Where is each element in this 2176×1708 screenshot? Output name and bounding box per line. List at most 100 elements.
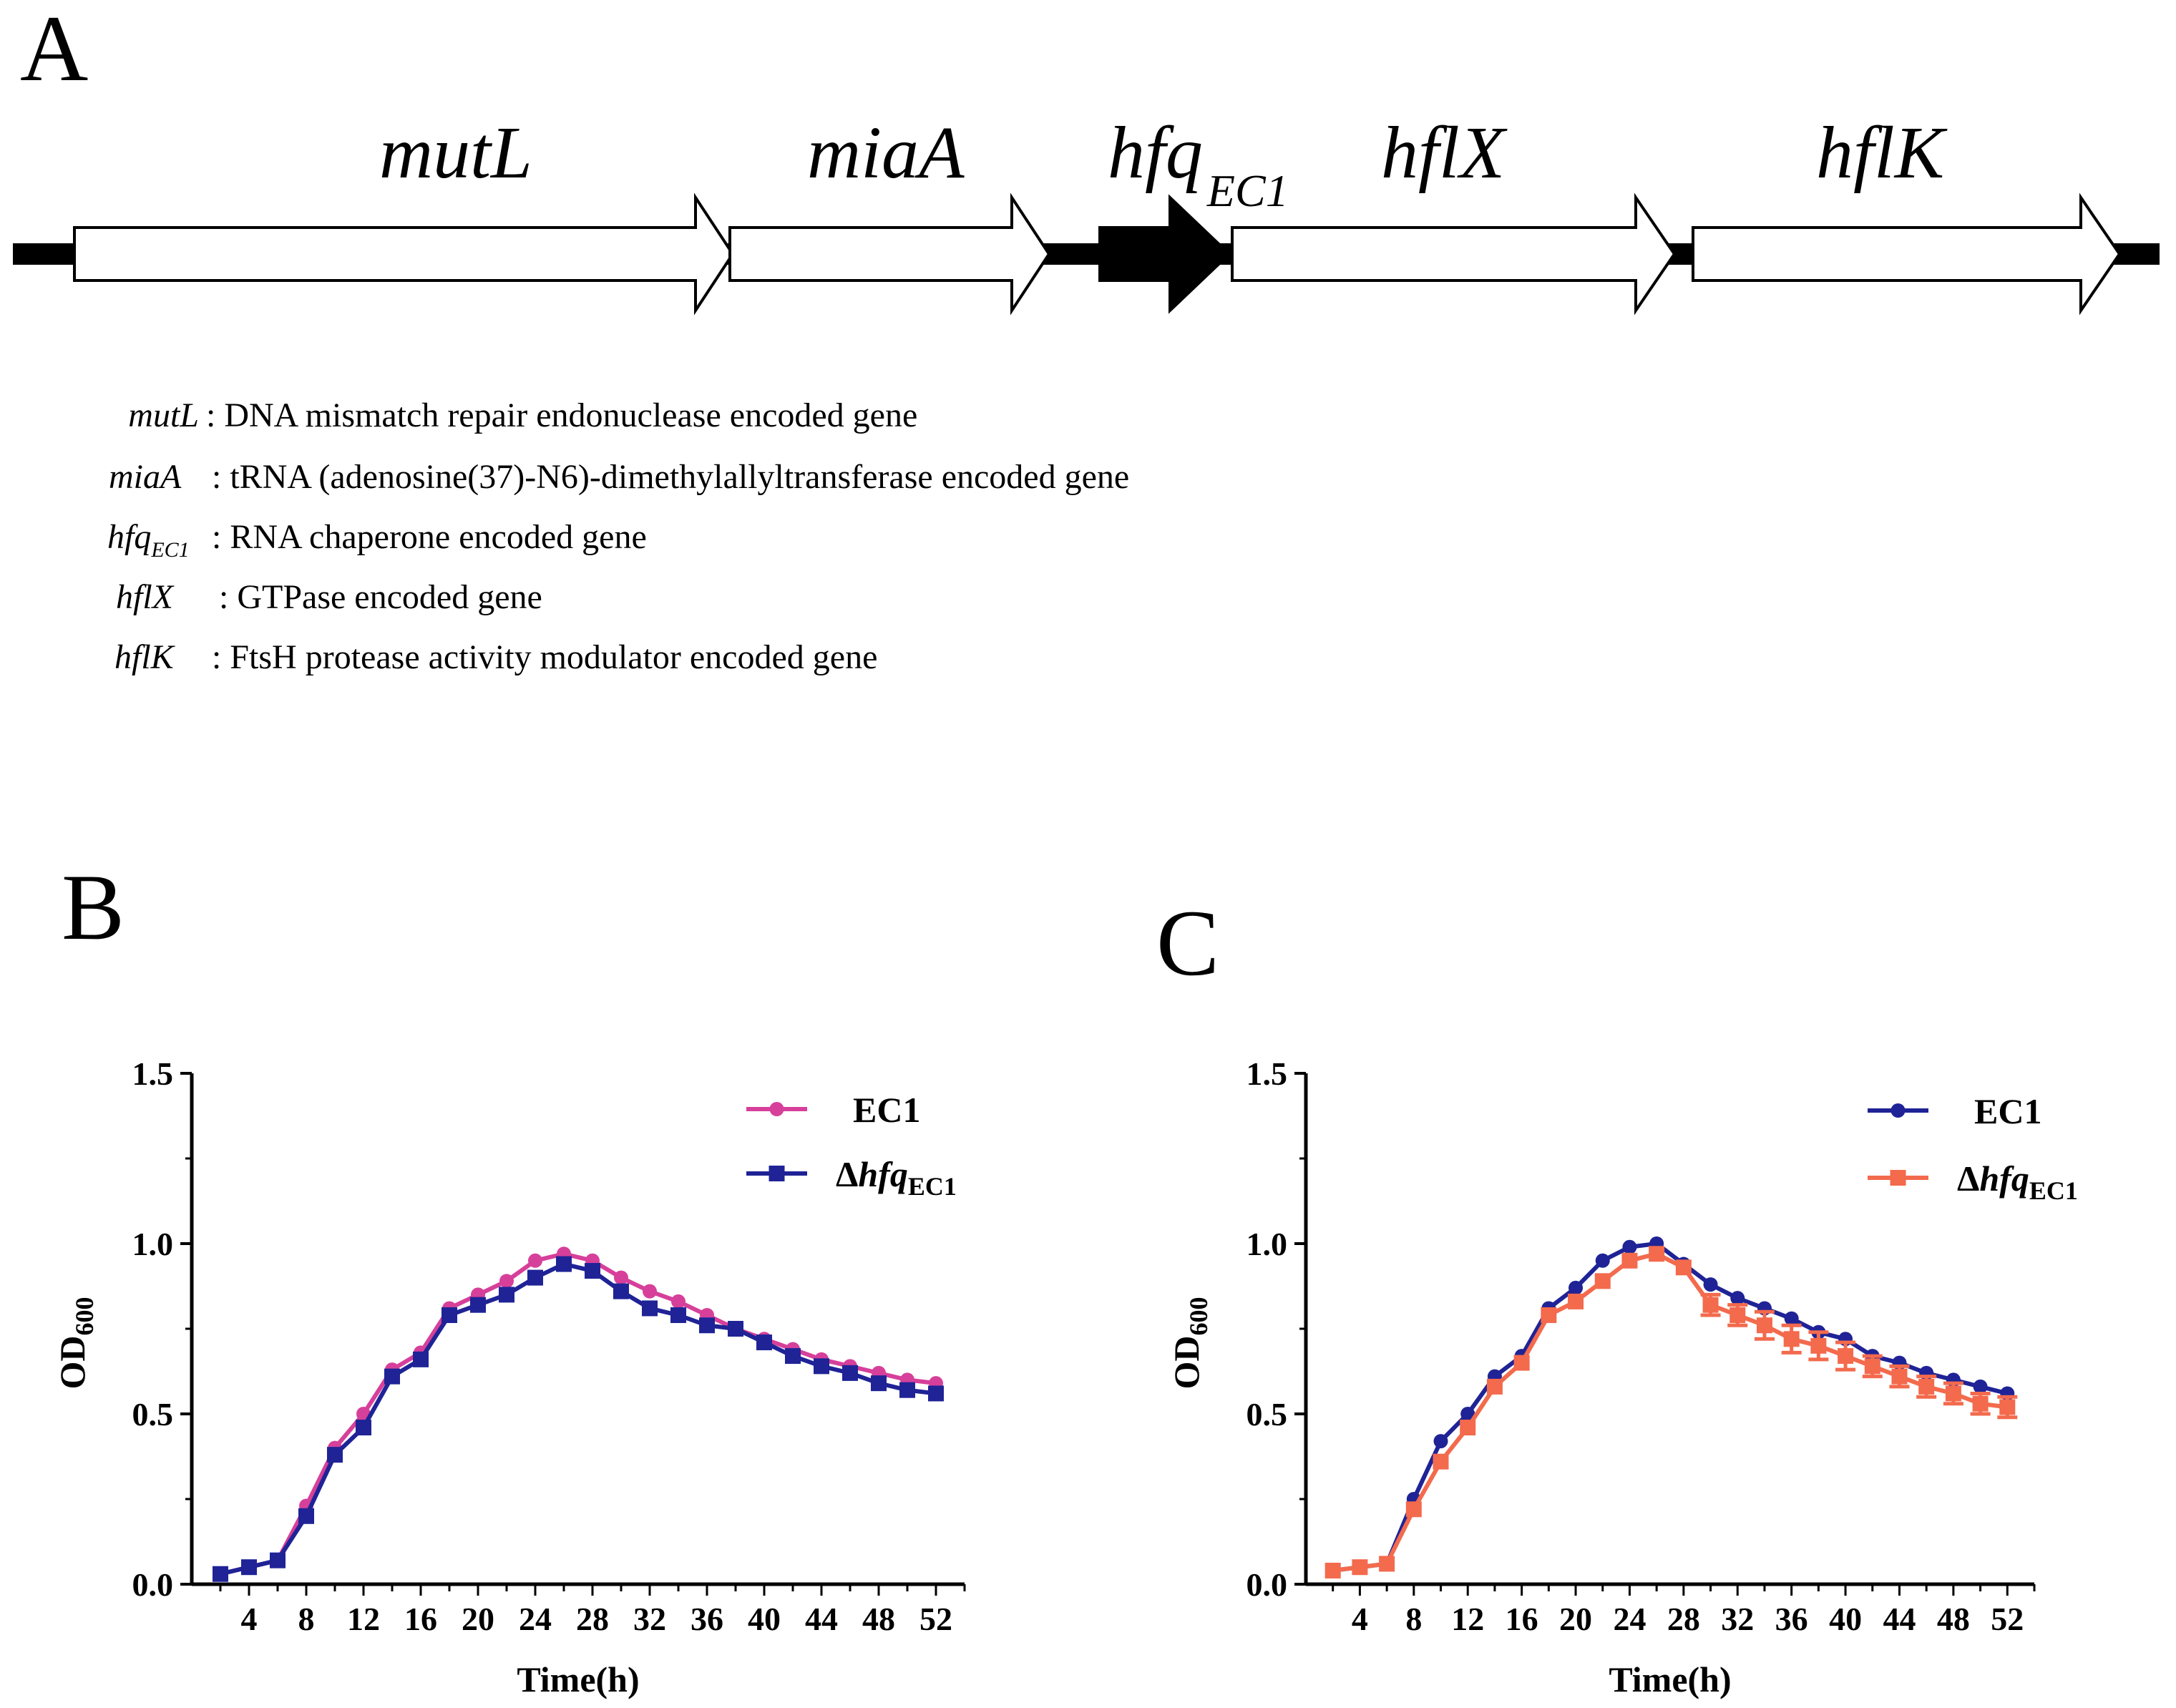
series-line	[1332, 1241, 2009, 1573]
x-tick-label: 48	[1937, 1601, 1970, 1637]
data-point	[384, 1368, 400, 1385]
x-tick-label: 12	[1451, 1601, 1484, 1637]
gene-arrow-mutl	[73, 192, 735, 316]
data-point	[1675, 1259, 1692, 1276]
data-point	[585, 1263, 600, 1279]
gene-legend-desc: : FtsH protease activity modulator encod…	[212, 638, 877, 676]
y-axis-title: OD600	[1166, 1297, 1213, 1390]
gene-label-hflx: hflX	[1381, 112, 1508, 194]
data-point	[814, 1358, 829, 1375]
growth-chart-c: 0.00.51.01.54 8 12 16 20 24 28 32 36 40 44 48 52Time…	[1166, 1055, 2078, 1699]
data-point	[1433, 1453, 1449, 1470]
data-point	[1729, 1307, 1746, 1323]
x-tick-label: 28	[576, 1601, 609, 1637]
data-point	[1784, 1311, 1799, 1326]
series-delta-hfq	[1324, 1246, 2018, 1578]
data-point	[1486, 1378, 1503, 1395]
x-tick-label: 32	[1721, 1601, 1754, 1637]
y-tick-label: 0.5	[1246, 1396, 1288, 1433]
x-tick-label: 52	[919, 1601, 952, 1637]
x-tick-label: 20	[1559, 1601, 1592, 1637]
x-tick-label: 40	[1829, 1601, 1862, 1637]
data-point	[527, 1269, 543, 1286]
legend-marker	[769, 1102, 784, 1116]
data-point	[413, 1351, 429, 1367]
x-tick-label: 36	[1775, 1601, 1808, 1637]
x-tick-label: 20	[462, 1601, 494, 1637]
x-axis-title: Time(h)	[517, 1659, 639, 1699]
data-point	[1622, 1239, 1637, 1254]
y-tick-label: 0.0	[132, 1566, 174, 1603]
data-point	[1595, 1253, 1610, 1268]
data-point	[1756, 1317, 1772, 1334]
x-tick-label: 36	[691, 1601, 723, 1637]
data-point	[842, 1365, 858, 1381]
data-point	[871, 1375, 887, 1392]
x-tick-label: 16	[404, 1601, 437, 1637]
data-point	[670, 1307, 686, 1323]
y-tick-label: 1.0	[1246, 1226, 1288, 1262]
data-point	[699, 1317, 715, 1334]
gene-legend-term: hflK	[114, 638, 176, 676]
data-point	[1891, 1368, 1908, 1385]
series-delta-hfq	[213, 1256, 944, 1582]
gene-legend-term: miaA	[109, 458, 182, 496]
data-point	[1649, 1246, 1665, 1262]
x-axis-title: Time(h)	[1609, 1659, 1731, 1699]
data-point	[728, 1321, 743, 1337]
gene-arrow-hflk	[1692, 192, 2122, 316]
gene-legend: mutL : DNA mismatch repair endonuclease …	[107, 396, 1129, 676]
data-point	[1999, 1399, 2016, 1415]
gene-legend-desc: : GTPase encoded gene	[219, 578, 542, 616]
legend-label: ΔhfqEC1	[836, 1154, 957, 1201]
legend-label: EC1	[853, 1090, 920, 1130]
x-tick-label: 44	[1883, 1601, 1916, 1637]
y-tick-label: 0.5	[132, 1396, 174, 1433]
series-line	[220, 1262, 937, 1576]
data-point	[298, 1508, 314, 1524]
x-tick-label: 28	[1667, 1601, 1700, 1637]
series-line	[1332, 1251, 2008, 1573]
data-point	[1945, 1385, 1961, 1402]
x-tick-label: 8	[298, 1601, 315, 1637]
data-point	[327, 1447, 343, 1463]
gene-label-miaa: miaA	[807, 112, 965, 194]
data-point	[899, 1382, 915, 1398]
data-point	[1379, 1556, 1395, 1572]
data-point	[1918, 1378, 1935, 1395]
data-point	[241, 1559, 257, 1576]
growth-chart-b: 0.00.51.01.54 8 12 16 20 24 28 32 36 40 44 48 52Time…	[52, 1055, 966, 1699]
data-point	[1621, 1252, 1638, 1269]
data-point	[499, 1287, 514, 1303]
gene-label-mutl: mutL	[379, 112, 532, 194]
data-point	[671, 1294, 686, 1309]
data-point	[643, 1284, 657, 1299]
data-point	[1405, 1501, 1422, 1518]
data-point	[213, 1566, 228, 1582]
x-tick-label: 48	[862, 1601, 895, 1637]
data-point	[1864, 1358, 1880, 1375]
legend-marker	[1890, 1103, 1906, 1118]
data-point	[1513, 1355, 1530, 1371]
x-tick-label: 24	[1613, 1601, 1646, 1637]
data-point	[1838, 1348, 1854, 1365]
data-point	[928, 1385, 944, 1402]
data-point	[1460, 1420, 1476, 1436]
data-point	[756, 1334, 772, 1351]
data-point	[556, 1256, 572, 1272]
data-point	[614, 1270, 628, 1285]
data-point	[1433, 1434, 1448, 1449]
y-axis-title: OD600	[52, 1297, 99, 1390]
data-point	[642, 1300, 658, 1317]
gene-label-hflk: hflK	[1816, 112, 1948, 194]
data-point	[1810, 1337, 1827, 1354]
data-point	[441, 1307, 457, 1323]
gene-legend-desc: : DNA mismatch repair endonuclease encod…	[206, 396, 917, 434]
x-tick-label: 52	[1991, 1601, 2024, 1637]
chart-legend: EC1 ΔhfqEC1	[746, 1090, 957, 1201]
gene-legend-desc: : tRNA (adenosine(37)-N6)-dimethylallylt…	[212, 458, 1129, 496]
data-point	[1594, 1273, 1611, 1289]
series-ec1	[1325, 1236, 2015, 1578]
data-point	[1783, 1331, 1800, 1347]
